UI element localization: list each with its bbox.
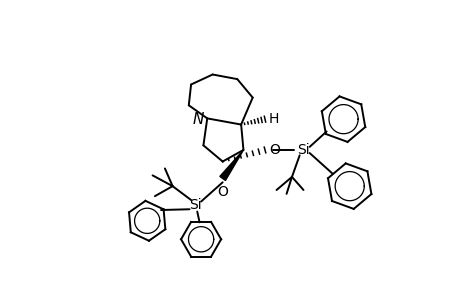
Text: O: O xyxy=(217,185,228,200)
Text: Si: Si xyxy=(189,198,202,212)
Text: N: N xyxy=(192,112,203,127)
Text: O: O xyxy=(269,143,280,157)
Polygon shape xyxy=(219,150,243,181)
Text: Si: Si xyxy=(297,143,309,157)
Text: H: H xyxy=(268,112,279,126)
